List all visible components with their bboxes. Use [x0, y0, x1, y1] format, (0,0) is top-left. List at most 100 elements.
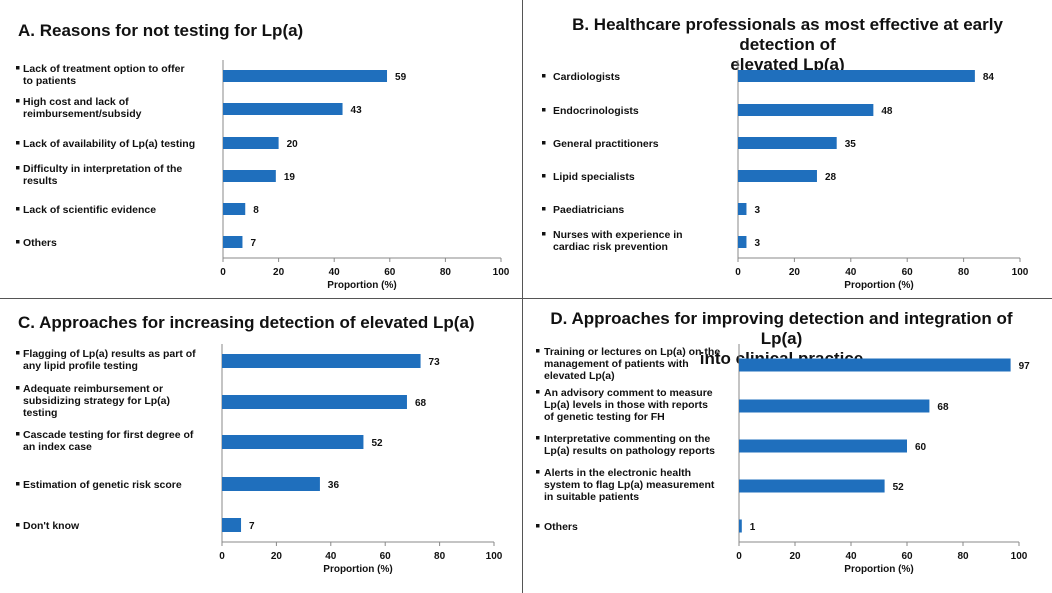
bar [223, 203, 246, 215]
category-label: Lack of availability of Lp(a) testing [23, 138, 195, 150]
x-tick-label: 20 [789, 267, 801, 278]
category-bullet [536, 470, 540, 474]
category-label: cardiac risk prevention [553, 241, 668, 253]
bar [738, 137, 837, 149]
bar [223, 103, 343, 115]
category-label: an index case [23, 441, 92, 453]
x-tick-label: 20 [273, 267, 285, 278]
category-label: Estimation of genetic risk score [23, 479, 182, 491]
bar-value-label: 43 [351, 105, 363, 116]
bar-value-label: 48 [881, 106, 893, 117]
category-bullet [542, 174, 546, 178]
bar [738, 104, 874, 116]
bar-value-label: 68 [937, 402, 949, 413]
category-bullet [16, 386, 20, 390]
category-bullet [16, 351, 20, 355]
x-tick-label: 40 [329, 267, 341, 278]
category-bullet [16, 207, 20, 211]
bar-value-label: 28 [825, 172, 837, 183]
bar-value-label: 73 [429, 357, 441, 368]
bar [739, 479, 885, 493]
category-label: Lack of scientific evidence [23, 204, 156, 216]
x-tick-label: 40 [325, 551, 337, 562]
bar [222, 435, 364, 449]
category-label: Alerts in the electronic health [544, 467, 691, 479]
category-bullet [16, 523, 20, 527]
category-label: Don't know [23, 520, 80, 532]
category-label: in suitable patients [544, 491, 639, 503]
panel-d: D. Approaches for improving detection an… [523, 299, 1052, 593]
x-tick-label: 40 [845, 551, 857, 562]
category-label: An advisory comment to measure [544, 387, 713, 399]
x-tick-label: 20 [789, 551, 801, 562]
x-tick-label: 100 [1012, 267, 1029, 278]
panel-c: C. Approaches for increasing detection o… [0, 299, 522, 593]
x-tick-label: 60 [902, 267, 914, 278]
x-tick-label: 0 [219, 551, 225, 562]
bar [739, 439, 907, 453]
bar-value-label: 52 [893, 482, 905, 493]
category-label: Lack of treatment option to offer [23, 63, 185, 75]
bar [738, 170, 817, 182]
category-label: High cost and lack of [23, 96, 129, 108]
x-tick-label: 100 [1011, 551, 1028, 562]
category-label: Lp(a) results on pathology reports [544, 445, 715, 457]
panel-a-chart: 0 20 40 60 80 100 Proportion (%) 59 Lack of trea… [16, 60, 510, 291]
x-tick-label: 60 [384, 267, 396, 278]
panel-d-chart: 0 20 40 60 80 100 Proportion (%) 97 Training or … [536, 344, 1031, 575]
x-tick-label: 40 [845, 267, 857, 278]
category-bullet [542, 207, 546, 211]
category-label: of genetic testing for FH [544, 411, 665, 423]
panel-b-title-line-1: B. Healthcare professionals as most effe… [572, 15, 1003, 54]
category-bullet [16, 166, 20, 170]
bar [739, 399, 930, 413]
bar [222, 395, 407, 409]
x-tick-label: 0 [736, 551, 742, 562]
category-bullet [16, 240, 20, 244]
x-tick-label: 80 [440, 267, 452, 278]
category-label: Cardiologists [553, 71, 620, 83]
x-tick-label: 60 [901, 551, 913, 562]
category-bullet [542, 74, 546, 78]
category-bullet [16, 432, 20, 436]
bar [222, 477, 320, 491]
bar-value-label: 19 [284, 172, 296, 183]
panel-d-title-line-1: D. Approaches for improving detection an… [550, 309, 1013, 348]
bar [738, 70, 975, 82]
bar [222, 518, 242, 532]
category-label: Nurses with experience in [553, 229, 683, 241]
bar [738, 236, 747, 248]
x-tick-label: 80 [958, 267, 970, 278]
category-bullet [536, 524, 540, 528]
category-label: Paediatricians [553, 204, 624, 216]
panel-b-chart: 0 20 40 60 80 100 Proportion (%) 84 Cardiologist… [542, 60, 1029, 291]
x-tick-label: 80 [434, 551, 446, 562]
category-label: General practitioners [553, 138, 659, 150]
bar-value-label: 84 [983, 72, 995, 83]
panel-a-title-text: A. Reasons for not testing for Lp(a) [18, 21, 304, 40]
x-tick-label: 0 [220, 267, 226, 278]
bar [739, 519, 742, 533]
category-bullet [16, 482, 20, 486]
x-axis-title: Proportion (%) [323, 564, 392, 575]
panel-b: B. Healthcare professionals as most effe… [523, 0, 1052, 298]
x-axis-title: Proportion (%) [327, 280, 396, 291]
x-tick-label: 20 [271, 551, 283, 562]
category-label: Flagging of Lp(a) results as part of [23, 348, 196, 360]
panel-a: A. Reasons for not testing for Lp(a) 0 20… [0, 0, 522, 298]
bar-value-label: 3 [754, 205, 760, 216]
category-label: management of patients with [544, 358, 689, 370]
category-label: to patients [23, 75, 76, 87]
category-label: elevated Lp(a) [544, 370, 615, 382]
category-bullet [542, 141, 546, 145]
category-label: Endocrinologists [553, 105, 639, 117]
category-label: Cascade testing for first degree of [23, 429, 194, 441]
bar [223, 236, 243, 248]
category-label: Others [23, 237, 57, 249]
category-bullet [536, 349, 540, 353]
category-bullet [536, 390, 540, 394]
bar-value-label: 68 [415, 398, 427, 409]
bar-value-label: 97 [1019, 361, 1031, 372]
bar-value-label: 8 [253, 205, 259, 216]
x-tick-label: 60 [380, 551, 392, 562]
